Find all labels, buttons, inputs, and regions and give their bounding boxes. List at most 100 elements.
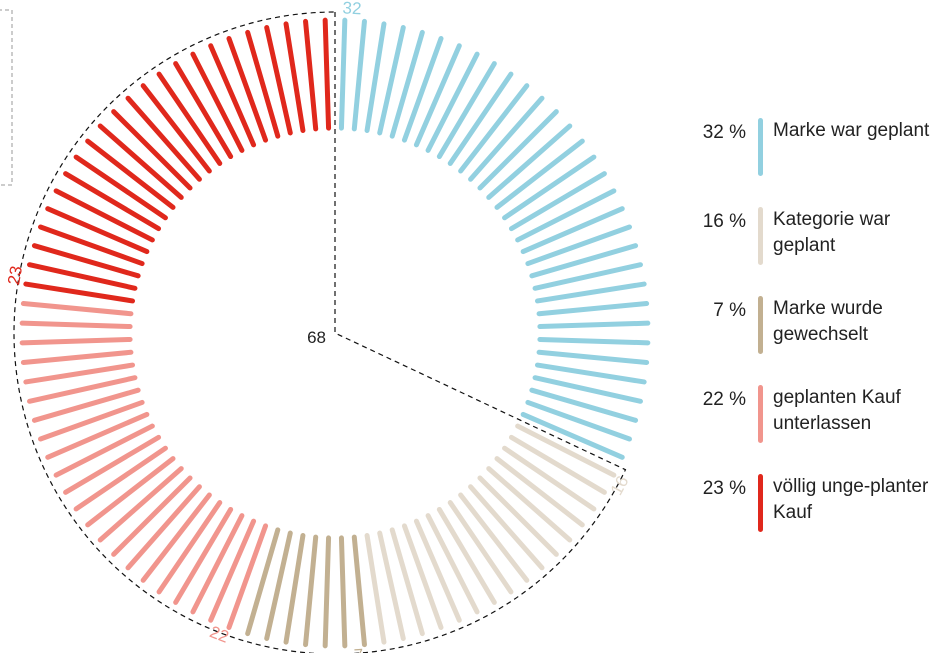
tick-bar: [351, 534, 367, 648]
tick-bar: [389, 29, 425, 139]
tick-bar: [245, 527, 281, 637]
tick-bar: [486, 466, 573, 543]
tick-bar: [534, 362, 647, 385]
tick-bar: [515, 423, 617, 478]
legend-value: 7 %: [713, 300, 746, 321]
tick-bar: [111, 109, 193, 191]
segment: [364, 423, 617, 645]
segment-label: 32: [342, 0, 362, 18]
tick-bar: [125, 95, 202, 182]
tick-bar: [53, 188, 155, 243]
tick-bar: [322, 535, 332, 649]
tick-bar: [425, 513, 480, 615]
tick-bar: [377, 25, 406, 136]
tick-bar: [208, 43, 257, 148]
legend-swatch: [758, 474, 763, 532]
tick-bar: [63, 434, 162, 495]
legend-label: Kategorie war geplant: [773, 209, 891, 256]
tick-bar: [322, 17, 332, 131]
tick-bar: [45, 411, 150, 460]
tick-bar: [364, 21, 387, 134]
tick-bar: [85, 456, 176, 528]
tick-bar: [38, 399, 145, 442]
tick-bar: [31, 243, 141, 279]
tick-bar: [351, 18, 367, 132]
tick-bar: [536, 349, 650, 365]
legend-swatch: [758, 207, 763, 265]
tick-bar: [97, 466, 184, 543]
tick-bar: [97, 123, 184, 200]
tick-bar: [283, 532, 306, 645]
tick-bar: [190, 513, 245, 615]
tick-bar: [536, 301, 650, 317]
tick-bar: [377, 530, 406, 641]
tick-bar: [226, 36, 269, 143]
segment-label: 23: [4, 264, 26, 286]
tick-bar: [468, 484, 545, 571]
tick-bar: [534, 281, 647, 304]
legend-label: völlig unge-planter Kauf: [773, 476, 929, 523]
tick-bar: [156, 71, 223, 166]
tick-bar: [140, 83, 212, 174]
legend-value: 23 %: [702, 478, 746, 499]
tick-bar: [23, 281, 136, 304]
legend-item: 22 % geplanten Kauf unterlassen: [680, 385, 941, 474]
tick-bar: [264, 530, 293, 641]
tick-bar: [529, 387, 639, 423]
tick-bar: [401, 523, 444, 630]
tick-bar: [38, 224, 145, 267]
tick-bar: [458, 83, 530, 174]
tick-bar: [364, 532, 387, 645]
tick-bar: [515, 188, 617, 243]
tick-bar: [338, 17, 348, 131]
tick-bar: [23, 362, 136, 385]
legend-swatch: [758, 296, 763, 354]
legend-item: 7 % Marke wurde gewechselt: [680, 296, 941, 385]
tick-bar: [425, 51, 480, 153]
tick-bar: [458, 492, 530, 583]
tick-bar: [156, 500, 223, 595]
tick-bar: [436, 61, 497, 160]
tick-bar: [73, 445, 168, 512]
tick-bar: [85, 138, 176, 210]
tick-bar: [303, 534, 319, 648]
tick-bar: [208, 518, 257, 623]
tick-bar: [508, 171, 607, 232]
tick-bar: [125, 484, 202, 571]
tick-bar: [140, 492, 212, 583]
cropped-panel: [0, 9, 13, 186]
tick-bar: [264, 25, 293, 136]
tick-bar: [494, 456, 585, 528]
tick-bar: [31, 387, 141, 423]
tick-bar: [529, 243, 639, 279]
tick-bar: [190, 51, 245, 153]
legend-item: 23 % völlig unge-planter Kauf: [680, 474, 941, 563]
tick-bar: [477, 475, 559, 557]
tick-bar: [53, 423, 155, 478]
tick-bar: [338, 535, 348, 649]
tick-bar: [27, 375, 138, 404]
tick-bar: [508, 434, 607, 495]
tick-bar: [468, 95, 545, 182]
tick-bar: [494, 138, 585, 210]
legend-label: Marke wurde gewechselt: [773, 298, 883, 345]
legend-value: 16 %: [702, 211, 746, 232]
tick-bar: [520, 411, 625, 460]
tick-bar: [532, 262, 643, 291]
tick-bar: [537, 320, 651, 330]
tick-bar: [477, 109, 559, 191]
segment-label: 16: [607, 473, 633, 499]
legend-item: 32 % Marke war geplant: [680, 118, 941, 207]
legend-item: 16 % Kategorie war geplant: [680, 207, 941, 296]
tick-bar: [173, 506, 234, 605]
tick-bar: [20, 301, 134, 317]
tick-bar: [532, 375, 643, 404]
tick-bar: [245, 29, 281, 139]
tick-bar: [413, 43, 462, 148]
tick-bar: [401, 36, 444, 143]
segment: [19, 301, 269, 630]
legend-value: 22 %: [702, 389, 746, 410]
tick-bar: [486, 123, 573, 200]
tick-bar: [19, 336, 133, 346]
tick-bar: [111, 475, 193, 557]
